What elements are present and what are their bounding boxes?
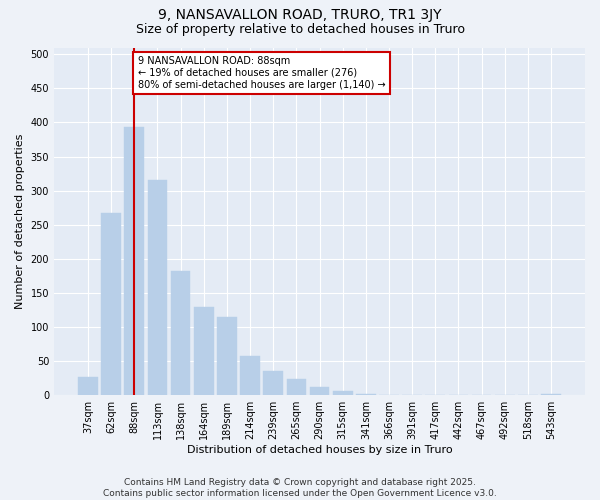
Text: Contains HM Land Registry data © Crown copyright and database right 2025.
Contai: Contains HM Land Registry data © Crown c… xyxy=(103,478,497,498)
Bar xyxy=(124,128,144,395)
X-axis label: Distribution of detached houses by size in Truro: Distribution of detached houses by size … xyxy=(187,445,452,455)
Bar xyxy=(78,377,98,395)
Bar xyxy=(101,213,121,395)
Bar xyxy=(240,356,260,395)
Text: 9, NANSAVALLON ROAD, TRURO, TR1 3JY: 9, NANSAVALLON ROAD, TRURO, TR1 3JY xyxy=(158,8,442,22)
Bar xyxy=(472,394,491,395)
Bar xyxy=(148,180,167,395)
Text: 9 NANSAVALLON ROAD: 88sqm
← 19% of detached houses are smaller (276)
80% of semi: 9 NANSAVALLON ROAD: 88sqm ← 19% of detac… xyxy=(138,56,385,90)
Bar xyxy=(287,379,306,395)
Bar xyxy=(379,394,399,395)
Bar xyxy=(541,394,561,395)
Text: Size of property relative to detached houses in Truro: Size of property relative to detached ho… xyxy=(136,22,464,36)
Bar xyxy=(194,306,214,395)
Bar xyxy=(171,271,190,395)
Bar xyxy=(333,391,353,395)
Bar xyxy=(263,372,283,395)
Bar xyxy=(356,394,376,395)
Y-axis label: Number of detached properties: Number of detached properties xyxy=(15,134,25,309)
Bar xyxy=(310,387,329,395)
Bar xyxy=(217,317,237,395)
